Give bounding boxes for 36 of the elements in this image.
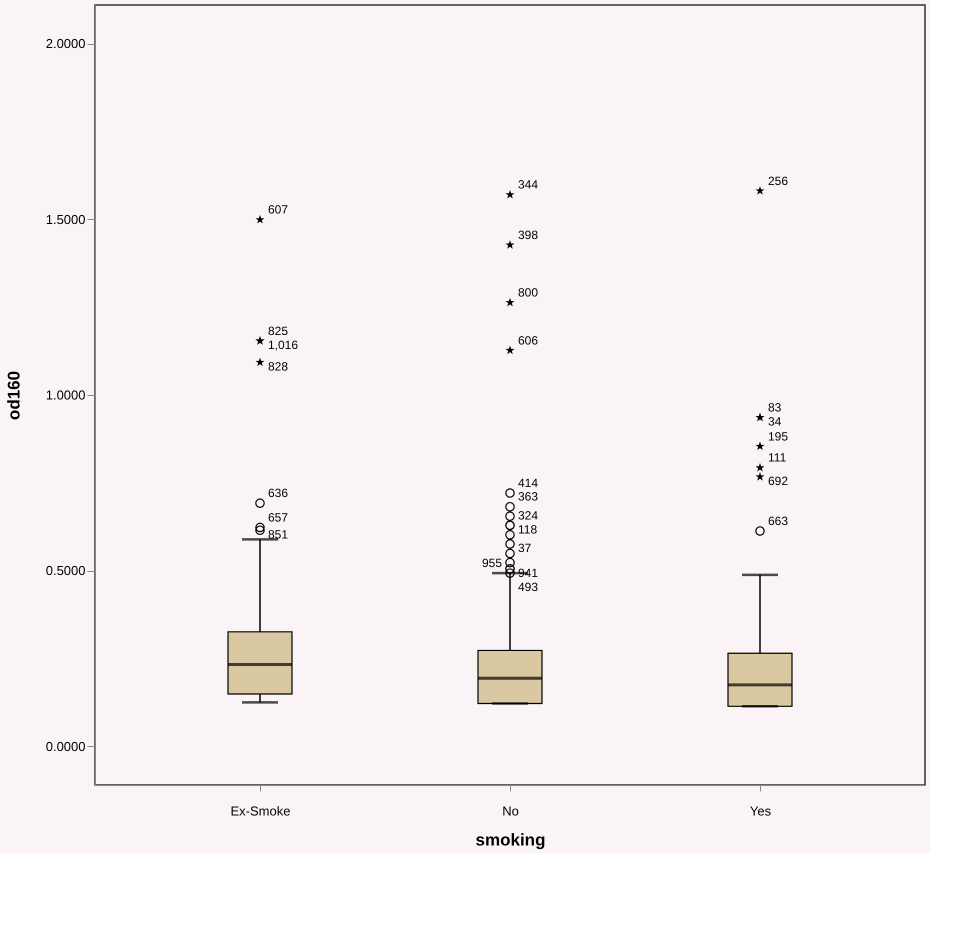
annotation: 111: [768, 450, 787, 465]
annotation: 657: [268, 510, 288, 524]
annotation: 606: [518, 333, 538, 348]
annotation: 493: [518, 580, 538, 594]
annotation: 256: [768, 174, 788, 188]
annotation: 851: [268, 527, 288, 542]
annotation: 955: [482, 556, 502, 570]
annotation: 825: [268, 324, 288, 338]
annotation: 941: [518, 566, 538, 580]
y-tick-label: 1.5000: [46, 212, 86, 227]
annotation: 34: [768, 414, 782, 428]
annotation: 800: [518, 286, 538, 300]
annotation: 828: [268, 359, 288, 374]
annotation: 636: [268, 486, 288, 500]
x-tick-label: No: [502, 804, 519, 818]
annotation: 414: [518, 476, 538, 490]
annotation: 663: [768, 514, 788, 528]
annotation: 607: [268, 202, 288, 217]
annotation: 37: [518, 540, 532, 555]
annotation: 1,016: [268, 338, 298, 352]
y-tick-label: 0.5000: [46, 563, 86, 578]
annotation: 195: [768, 429, 788, 444]
x-tick-label: Yes: [750, 804, 772, 818]
y-tick-label: 1.0000: [46, 388, 86, 402]
annotation: 692: [768, 474, 788, 488]
annotation: 344: [518, 178, 538, 192]
y-tick-label: 2.0000: [46, 36, 86, 52]
annotation: 398: [518, 228, 538, 242]
annotation: 118: [518, 522, 538, 536]
y-tick-label: 0.0000: [46, 738, 86, 754]
annotation: 324: [518, 508, 538, 522]
x-tick-label: Ex-Smoke: [230, 804, 290, 818]
y-axis-title: od160: [4, 370, 24, 420]
annotation: 83: [768, 400, 782, 414]
x-axis-title: smoking: [476, 830, 546, 850]
annotation: 363: [518, 490, 538, 504]
